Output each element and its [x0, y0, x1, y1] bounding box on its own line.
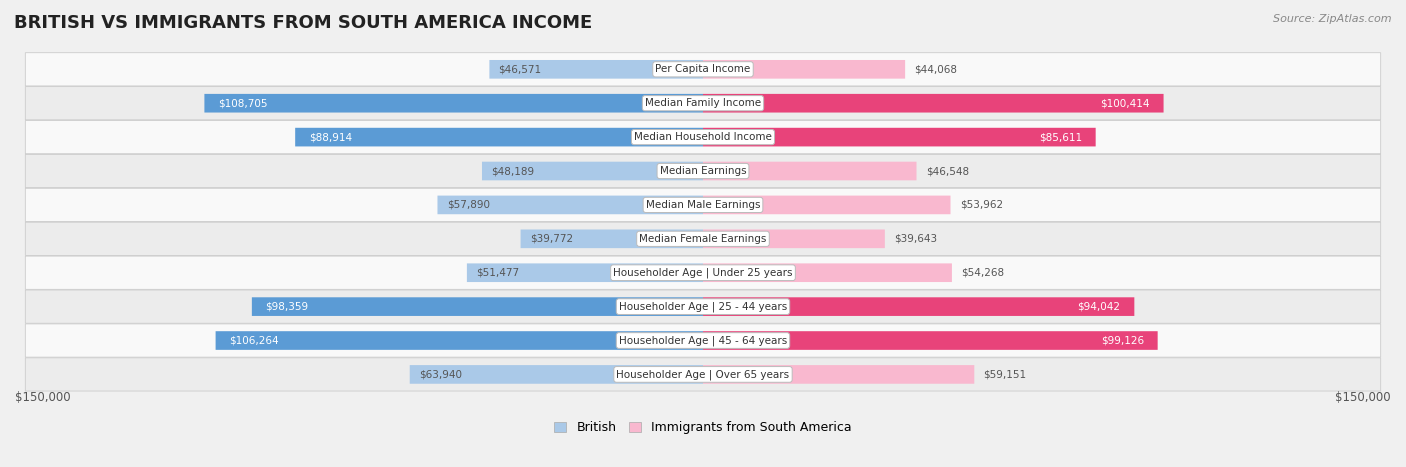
- FancyBboxPatch shape: [520, 229, 703, 248]
- Text: BRITISH VS IMMIGRANTS FROM SOUTH AMERICA INCOME: BRITISH VS IMMIGRANTS FROM SOUTH AMERICA…: [14, 14, 592, 32]
- Text: $53,962: $53,962: [960, 200, 1002, 210]
- FancyBboxPatch shape: [703, 365, 974, 384]
- Text: $51,477: $51,477: [477, 268, 519, 278]
- Text: $39,643: $39,643: [894, 234, 938, 244]
- FancyBboxPatch shape: [703, 60, 905, 78]
- Text: $88,914: $88,914: [309, 132, 352, 142]
- Text: Median Earnings: Median Earnings: [659, 166, 747, 176]
- FancyBboxPatch shape: [489, 60, 703, 78]
- FancyBboxPatch shape: [467, 263, 703, 282]
- Text: $48,189: $48,189: [491, 166, 534, 176]
- FancyBboxPatch shape: [703, 128, 1095, 147]
- Text: $98,359: $98,359: [266, 302, 309, 311]
- FancyBboxPatch shape: [437, 196, 703, 214]
- FancyBboxPatch shape: [25, 290, 1381, 323]
- FancyBboxPatch shape: [252, 297, 703, 316]
- Text: $46,548: $46,548: [925, 166, 969, 176]
- Text: $63,940: $63,940: [419, 369, 463, 379]
- Text: $44,068: $44,068: [914, 64, 957, 74]
- FancyBboxPatch shape: [295, 128, 703, 147]
- FancyBboxPatch shape: [409, 365, 703, 384]
- FancyBboxPatch shape: [25, 358, 1381, 391]
- Text: Median Male Earnings: Median Male Earnings: [645, 200, 761, 210]
- FancyBboxPatch shape: [25, 86, 1381, 120]
- Text: $150,000: $150,000: [1336, 391, 1391, 404]
- Text: Householder Age | 45 - 64 years: Householder Age | 45 - 64 years: [619, 335, 787, 346]
- Text: $46,571: $46,571: [499, 64, 541, 74]
- Text: Median Family Income: Median Family Income: [645, 98, 761, 108]
- Legend: British, Immigrants from South America: British, Immigrants from South America: [548, 417, 858, 439]
- Text: $39,772: $39,772: [530, 234, 572, 244]
- Text: Per Capita Income: Per Capita Income: [655, 64, 751, 74]
- Text: Median Household Income: Median Household Income: [634, 132, 772, 142]
- FancyBboxPatch shape: [703, 196, 950, 214]
- FancyBboxPatch shape: [25, 256, 1381, 290]
- Text: Householder Age | 25 - 44 years: Householder Age | 25 - 44 years: [619, 301, 787, 312]
- FancyBboxPatch shape: [703, 297, 1135, 316]
- Text: $59,151: $59,151: [983, 369, 1026, 379]
- FancyBboxPatch shape: [703, 263, 952, 282]
- Text: $108,705: $108,705: [218, 98, 267, 108]
- FancyBboxPatch shape: [25, 155, 1381, 188]
- FancyBboxPatch shape: [703, 94, 1164, 113]
- FancyBboxPatch shape: [703, 229, 884, 248]
- Text: $57,890: $57,890: [447, 200, 489, 210]
- FancyBboxPatch shape: [25, 53, 1381, 86]
- Text: $100,414: $100,414: [1101, 98, 1150, 108]
- Text: Householder Age | Under 25 years: Householder Age | Under 25 years: [613, 268, 793, 278]
- FancyBboxPatch shape: [25, 324, 1381, 357]
- Text: $99,126: $99,126: [1101, 335, 1144, 346]
- FancyBboxPatch shape: [703, 331, 1157, 350]
- Text: Source: ZipAtlas.com: Source: ZipAtlas.com: [1274, 14, 1392, 24]
- Text: $94,042: $94,042: [1077, 302, 1121, 311]
- Text: $150,000: $150,000: [15, 391, 70, 404]
- FancyBboxPatch shape: [25, 120, 1381, 154]
- FancyBboxPatch shape: [204, 94, 703, 113]
- FancyBboxPatch shape: [25, 222, 1381, 255]
- FancyBboxPatch shape: [25, 188, 1381, 221]
- FancyBboxPatch shape: [703, 162, 917, 180]
- Text: Median Female Earnings: Median Female Earnings: [640, 234, 766, 244]
- Text: Householder Age | Over 65 years: Householder Age | Over 65 years: [616, 369, 790, 380]
- FancyBboxPatch shape: [482, 162, 703, 180]
- FancyBboxPatch shape: [215, 331, 703, 350]
- Text: $54,268: $54,268: [962, 268, 1004, 278]
- Text: $106,264: $106,264: [229, 335, 278, 346]
- Text: $85,611: $85,611: [1039, 132, 1081, 142]
